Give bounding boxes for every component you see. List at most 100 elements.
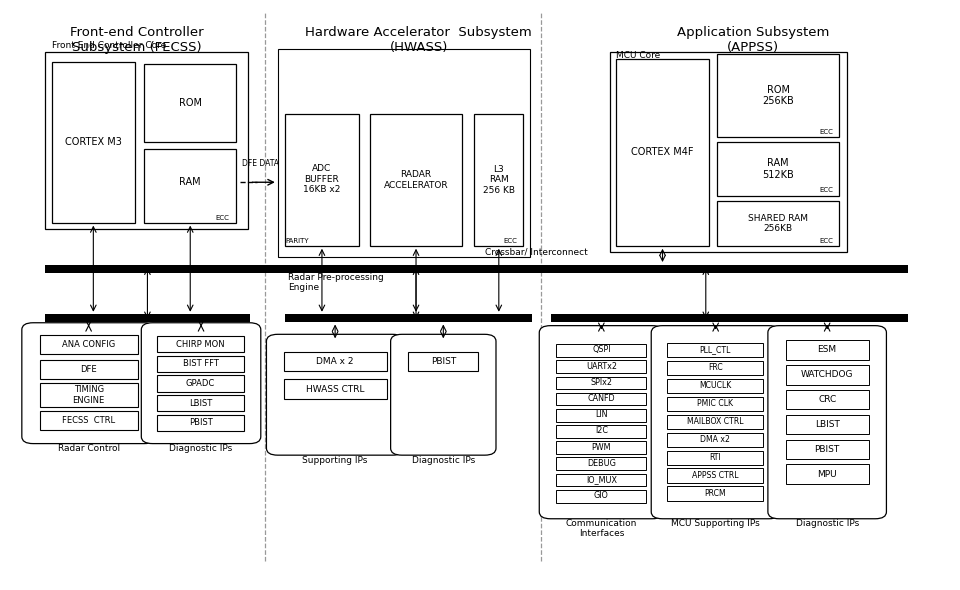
Bar <box>284 379 387 399</box>
Text: LIN: LIN <box>595 410 608 419</box>
Text: CHIRP MON: CHIRP MON <box>177 340 225 349</box>
Text: PRCM: PRCM <box>705 489 726 498</box>
Bar <box>667 379 763 394</box>
Text: ANA CONFIG: ANA CONFIG <box>62 340 115 349</box>
Bar <box>45 265 908 273</box>
Text: HWASS CTRL: HWASS CTRL <box>306 385 365 394</box>
Bar <box>39 360 138 379</box>
Bar <box>667 468 763 483</box>
Text: Crossbar/ Interconnect: Crossbar/ Interconnect <box>485 247 588 256</box>
Text: WATCHDOG: WATCHDOG <box>801 371 853 379</box>
Bar <box>45 314 250 322</box>
Bar <box>157 395 244 411</box>
Bar <box>717 54 839 137</box>
Text: Radar Control: Radar Control <box>58 444 120 453</box>
Text: CORTEX M3: CORTEX M3 <box>65 137 122 148</box>
Bar <box>556 360 645 373</box>
Bar <box>556 344 645 357</box>
Bar <box>39 411 138 430</box>
Bar <box>45 52 248 228</box>
Text: RAM
512KB: RAM 512KB <box>762 158 794 180</box>
Bar <box>717 142 839 195</box>
Text: SHARED RAM
256KB: SHARED RAM 256KB <box>748 214 808 233</box>
Bar <box>667 361 763 375</box>
Text: QSPI: QSPI <box>592 345 611 355</box>
Bar <box>785 464 869 484</box>
Text: BIST FFT: BIST FFT <box>182 359 219 368</box>
Bar <box>157 375 244 392</box>
Text: DFE: DFE <box>81 365 97 374</box>
FancyBboxPatch shape <box>391 335 496 455</box>
Text: ESM: ESM <box>818 345 837 355</box>
Text: APPSS CTRL: APPSS CTRL <box>692 471 738 480</box>
Text: PARITY: PARITY <box>285 238 309 244</box>
Bar <box>785 365 869 385</box>
Text: ECC: ECC <box>820 187 833 194</box>
Text: Diagnostic IPs: Diagnostic IPs <box>169 444 232 453</box>
Bar <box>717 201 839 246</box>
Bar <box>556 376 645 389</box>
Text: IO_MUX: IO_MUX <box>586 475 617 484</box>
Text: CRC: CRC <box>818 395 836 404</box>
Text: PBIST: PBIST <box>814 445 840 454</box>
Text: GIO: GIO <box>594 491 609 500</box>
Bar <box>157 336 244 352</box>
Text: UARTx2: UARTx2 <box>586 362 617 371</box>
Bar <box>556 490 645 503</box>
Text: Application Subsystem
(APPSS): Application Subsystem (APPSS) <box>677 26 829 54</box>
Text: MPU: MPU <box>817 470 837 478</box>
Text: PWM: PWM <box>591 442 612 451</box>
Text: PMIC CLK: PMIC CLK <box>697 399 733 408</box>
Text: ECC: ECC <box>820 129 833 135</box>
Text: FECSS  CTRL: FECSS CTRL <box>62 416 115 425</box>
Text: DMA x 2: DMA x 2 <box>317 357 354 366</box>
Text: ECC: ECC <box>216 215 229 221</box>
Text: CORTEX M4F: CORTEX M4F <box>632 147 694 157</box>
Text: RAM: RAM <box>180 177 201 187</box>
Bar <box>144 149 236 223</box>
Bar <box>667 451 763 465</box>
Text: PLL_CTL: PLL_CTL <box>700 345 731 355</box>
Text: I2C: I2C <box>595 427 608 435</box>
Text: DMA x2: DMA x2 <box>700 435 731 444</box>
Bar <box>550 314 908 322</box>
FancyBboxPatch shape <box>540 326 663 519</box>
Bar <box>610 52 847 251</box>
Text: SPIx2: SPIx2 <box>590 378 612 387</box>
Text: ROM: ROM <box>179 98 202 108</box>
Text: Supporting IPs: Supporting IPs <box>302 455 368 465</box>
Bar <box>556 409 645 422</box>
Bar <box>157 356 244 372</box>
Bar <box>556 457 645 470</box>
Bar <box>667 343 763 358</box>
Bar <box>52 62 134 223</box>
Bar <box>474 114 523 246</box>
Bar <box>285 314 532 322</box>
Bar <box>556 474 645 486</box>
Text: CANFD: CANFD <box>588 394 615 403</box>
Bar <box>785 390 869 409</box>
Text: Diagnostic IPs: Diagnostic IPs <box>796 519 859 528</box>
Text: RTI: RTI <box>709 453 721 462</box>
FancyBboxPatch shape <box>267 335 404 455</box>
Bar <box>556 425 645 438</box>
FancyBboxPatch shape <box>141 323 261 444</box>
Text: ECC: ECC <box>820 238 833 244</box>
Text: MCUCLK: MCUCLK <box>699 381 732 390</box>
Bar <box>785 340 869 360</box>
Text: PBIST: PBIST <box>189 418 212 427</box>
Text: MCU Core: MCU Core <box>616 51 660 60</box>
Text: ROM
256KB: ROM 256KB <box>762 85 794 106</box>
Bar <box>157 415 244 431</box>
Bar <box>370 114 462 246</box>
Bar <box>409 352 478 371</box>
Text: RADAR
ACCELERATOR: RADAR ACCELERATOR <box>384 171 448 189</box>
Bar <box>785 440 869 459</box>
Text: DEBUG: DEBUG <box>587 459 615 468</box>
Bar <box>284 352 387 371</box>
Text: Front End Controller Core: Front End Controller Core <box>52 41 166 50</box>
Bar <box>556 393 645 405</box>
Text: L3
RAM
256 KB: L3 RAM 256 KB <box>483 165 515 195</box>
Bar <box>785 415 869 434</box>
Bar <box>39 335 138 353</box>
